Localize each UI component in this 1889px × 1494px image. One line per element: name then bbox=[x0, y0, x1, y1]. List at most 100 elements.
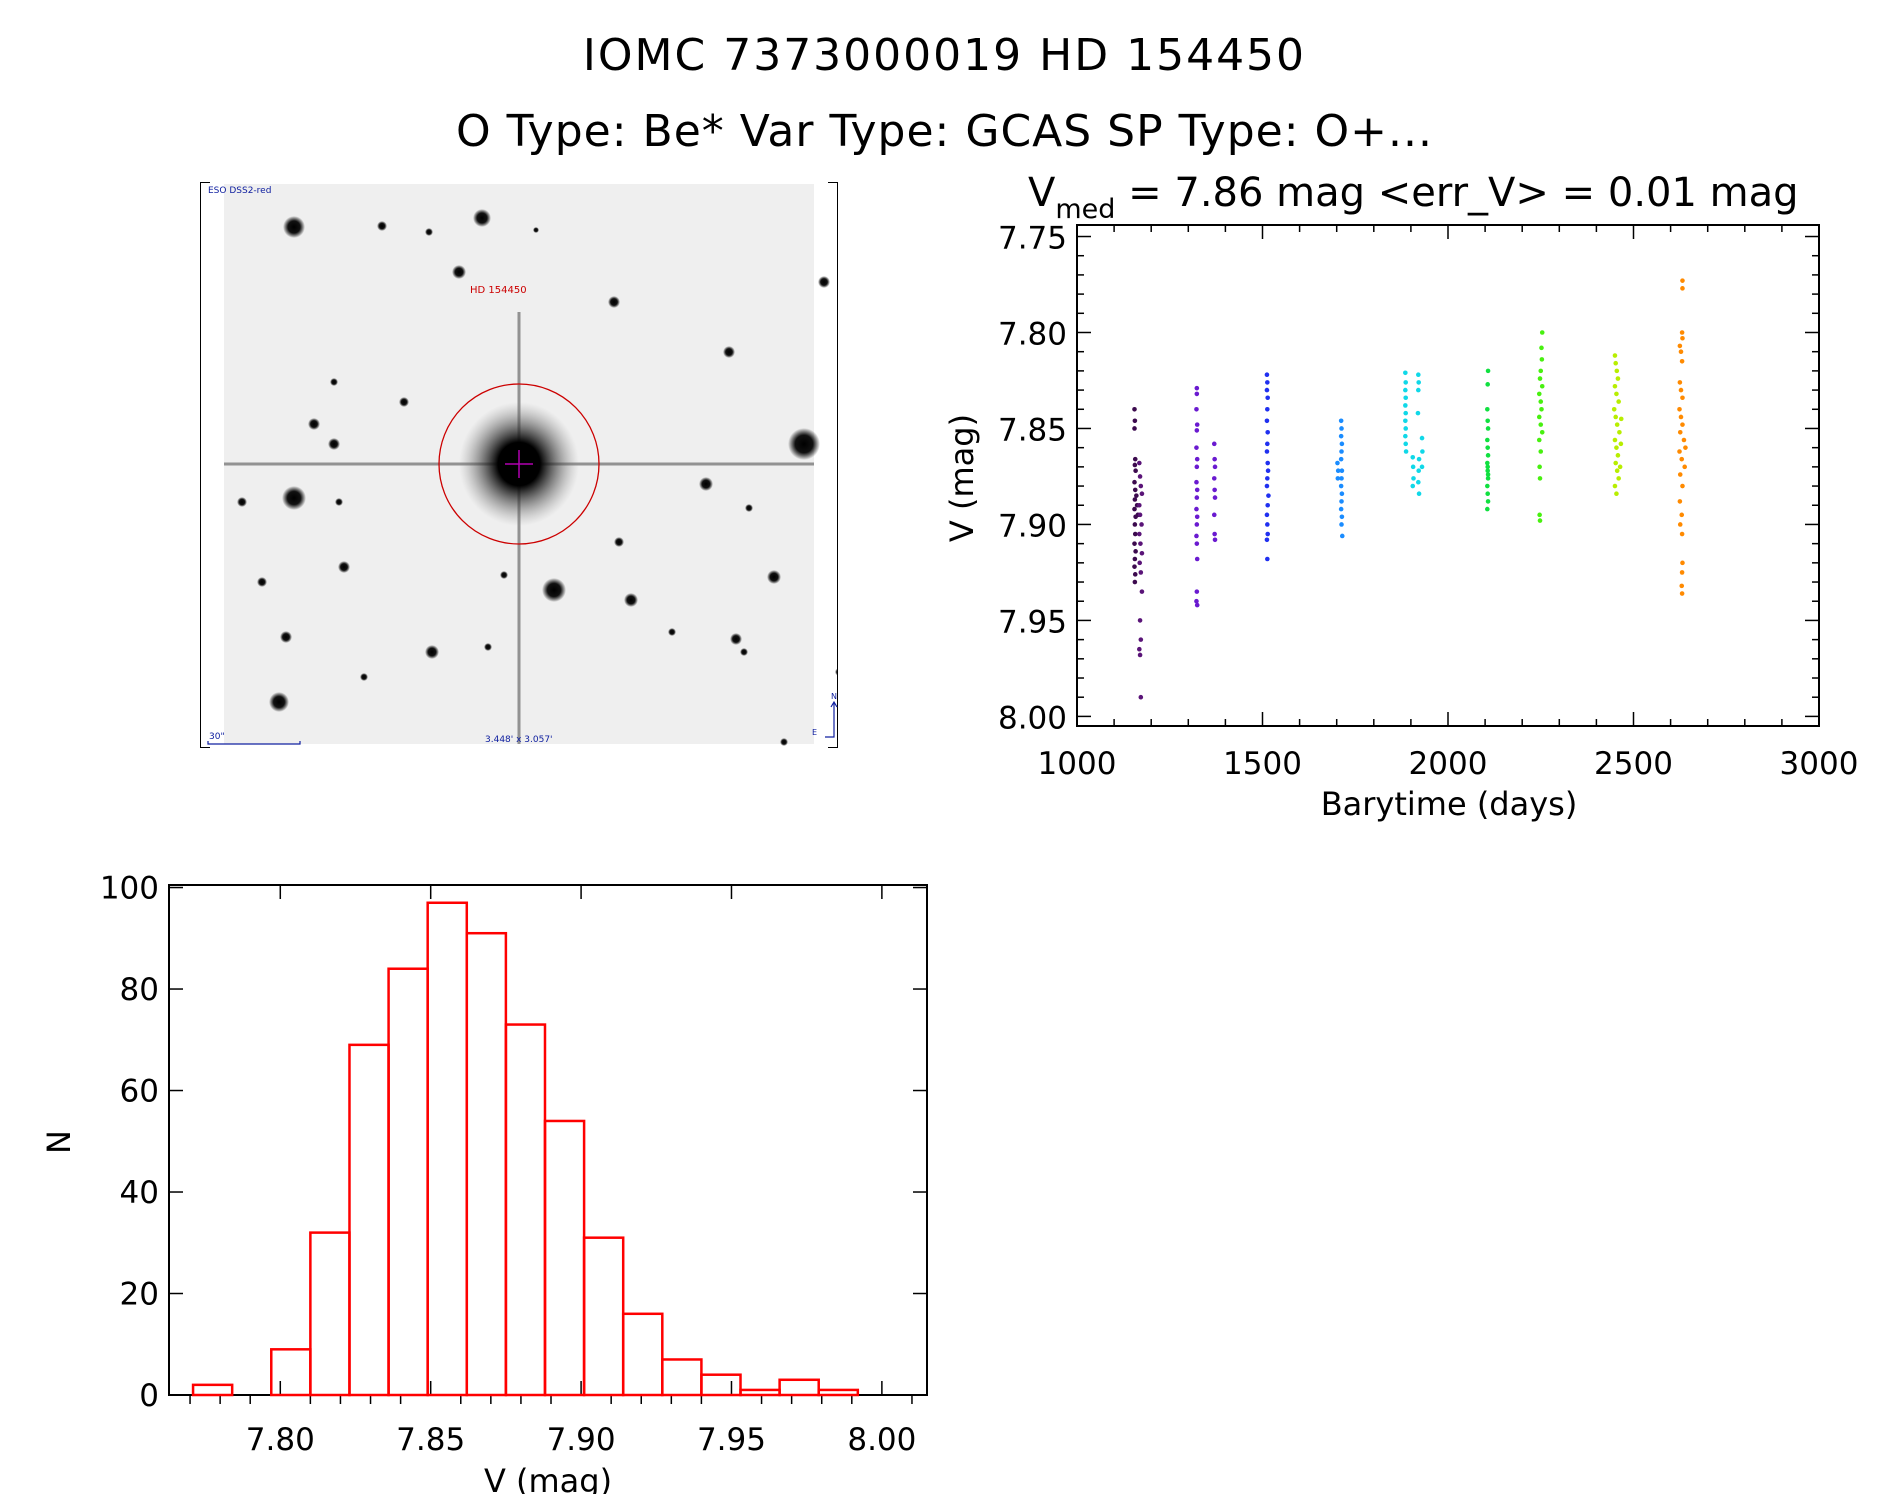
star-mark bbox=[335, 498, 343, 506]
data-point bbox=[1194, 479, 1199, 485]
data-point bbox=[1677, 522, 1683, 527]
y-tick-label: 7.85 bbox=[998, 412, 1067, 448]
data-point bbox=[1132, 418, 1138, 424]
data-point bbox=[1537, 476, 1543, 481]
star-mark bbox=[425, 645, 439, 659]
data-point bbox=[1539, 430, 1545, 435]
data-point bbox=[1416, 380, 1421, 385]
data-point bbox=[1133, 468, 1138, 474]
data-point bbox=[1194, 541, 1200, 546]
survey-label: ESO DSS2-red bbox=[208, 186, 271, 196]
data-point bbox=[1132, 456, 1138, 462]
data-point bbox=[1403, 433, 1408, 439]
data-point bbox=[1137, 460, 1142, 466]
data-point bbox=[1485, 499, 1491, 504]
data-point bbox=[1132, 556, 1138, 562]
histogram-bar bbox=[309, 1231, 351, 1397]
data-point bbox=[1339, 441, 1345, 447]
histogram-bar bbox=[504, 1023, 547, 1397]
data-point bbox=[1132, 564, 1137, 569]
y-tick-label: 100 bbox=[100, 871, 159, 907]
data-point bbox=[1410, 454, 1416, 460]
data-point bbox=[1335, 460, 1340, 466]
data-point bbox=[1614, 445, 1619, 450]
data-point bbox=[1536, 437, 1542, 443]
x-tick-label: 7.95 bbox=[697, 1422, 766, 1458]
data-point bbox=[1485, 472, 1491, 477]
data-point bbox=[1194, 445, 1199, 450]
histogram-bar bbox=[270, 1348, 312, 1397]
data-point bbox=[1614, 491, 1619, 497]
data-point bbox=[1485, 368, 1491, 374]
data-point bbox=[1132, 541, 1137, 546]
data-point bbox=[1537, 512, 1542, 518]
data-point bbox=[1138, 541, 1143, 546]
histogram-bar bbox=[817, 1388, 860, 1397]
y-tick-label: 0 bbox=[139, 1378, 159, 1414]
star-mark bbox=[614, 537, 624, 547]
data-point bbox=[1212, 487, 1217, 493]
data-point bbox=[1194, 464, 1200, 470]
data-point bbox=[1139, 522, 1144, 527]
data-point bbox=[1211, 512, 1217, 518]
y-tick-label: 7.90 bbox=[998, 508, 1067, 544]
north-label: N bbox=[831, 692, 837, 701]
star-mark bbox=[360, 673, 368, 681]
data-point bbox=[1339, 476, 1344, 481]
data-point bbox=[1403, 418, 1408, 424]
data-point bbox=[1680, 278, 1685, 283]
data-point bbox=[1677, 380, 1683, 385]
data-point bbox=[1612, 353, 1618, 358]
data-point bbox=[1683, 445, 1688, 450]
star-mark bbox=[767, 570, 781, 584]
data-point bbox=[1539, 383, 1545, 389]
data-point bbox=[1265, 460, 1270, 466]
data-point bbox=[1264, 418, 1270, 424]
data-point bbox=[1613, 360, 1618, 366]
data-point bbox=[1194, 514, 1200, 520]
data-point bbox=[1194, 495, 1200, 500]
data-point bbox=[1682, 464, 1687, 470]
data-point bbox=[1194, 602, 1200, 608]
x-tick-label: 8.00 bbox=[847, 1422, 916, 1458]
data-point bbox=[1678, 349, 1684, 354]
histogram-bar bbox=[621, 1312, 664, 1397]
histogram-bar bbox=[778, 1378, 820, 1397]
data-point bbox=[1339, 533, 1345, 539]
data-point bbox=[1617, 464, 1623, 470]
data-point bbox=[1419, 435, 1425, 441]
data-point bbox=[1416, 491, 1422, 497]
data-point bbox=[1134, 493, 1139, 498]
y-tick-label: 7.95 bbox=[998, 604, 1067, 640]
data-point bbox=[1403, 403, 1408, 408]
data-point bbox=[1137, 560, 1142, 566]
data-point bbox=[1679, 358, 1685, 364]
data-point bbox=[1485, 406, 1490, 412]
y-axis-label: V (mag) bbox=[943, 414, 981, 542]
star-mark bbox=[542, 578, 566, 602]
data-point bbox=[1677, 472, 1683, 477]
x-tick-label: 7.80 bbox=[246, 1422, 315, 1458]
data-point bbox=[1539, 345, 1544, 351]
histogram-bar bbox=[387, 967, 429, 1397]
data-point bbox=[1265, 502, 1270, 508]
data-point bbox=[1614, 422, 1620, 427]
data-point bbox=[1536, 414, 1542, 420]
data-point bbox=[1338, 433, 1344, 439]
histogram-bar bbox=[543, 1119, 586, 1397]
data-point bbox=[1537, 518, 1543, 523]
data-point bbox=[1132, 406, 1137, 412]
data-point bbox=[1194, 391, 1200, 397]
field-size-label: 3.448' x 3.057' bbox=[485, 735, 553, 745]
star-mark bbox=[330, 378, 338, 386]
data-point bbox=[1194, 533, 1199, 539]
sky-image-panel: ESO DSS2-red HD 154450 30" 3.448' x 3.05… bbox=[200, 182, 838, 748]
histogram-bar bbox=[191, 1383, 234, 1397]
x-axis-label: Barytime (days) bbox=[1321, 785, 1578, 823]
data-point bbox=[1485, 491, 1490, 497]
target-label: HD 154450 bbox=[470, 285, 527, 296]
data-point bbox=[1138, 637, 1144, 642]
data-point bbox=[1617, 430, 1622, 435]
data-point bbox=[1194, 522, 1200, 527]
star-mark bbox=[473, 209, 491, 227]
